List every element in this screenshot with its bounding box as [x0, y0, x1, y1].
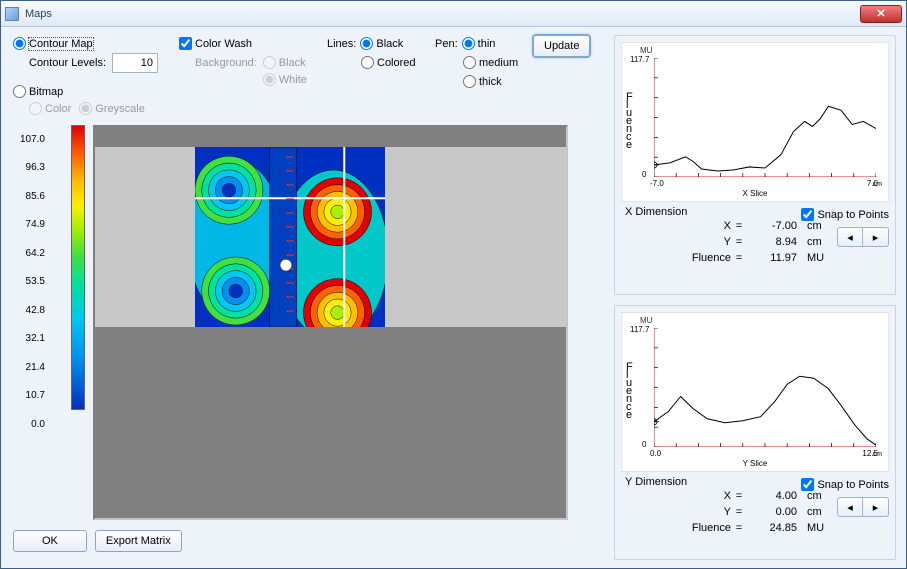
window-title: Maps [25, 8, 860, 20]
pen-thin-radio[interactable] [462, 37, 475, 50]
y-chart-xunit: cm [873, 451, 882, 458]
chevron-right-icon: ▸ [873, 501, 879, 514]
pen-thin-label: thin [478, 38, 496, 50]
x-chart-xmin: -7.0 [650, 179, 664, 188]
lines-black-label: Black [376, 38, 403, 50]
x-chart-title: X Slice [622, 189, 888, 198]
pen-thick-radio[interactable] [463, 75, 476, 88]
update-button[interactable]: Update [533, 35, 590, 57]
bitmap-label: Bitmap [29, 86, 63, 98]
y-chart-mu-label: MU [640, 316, 652, 325]
chevron-left-icon: ◂ [847, 231, 853, 244]
x-slice-panel: MU 117.7 Fluence 0 -7.0 7.0 cm X Slice X… [614, 35, 896, 295]
export-matrix-button[interactable]: Export Matrix [95, 530, 182, 552]
x-slice-svg [654, 58, 876, 177]
legend-tick: 10.7 [13, 390, 45, 401]
x-slice-chart[interactable]: MU 117.7 Fluence 0 -7.0 7.0 cm X Slice [621, 42, 889, 202]
pen-medium-radio[interactable] [463, 56, 476, 69]
legend-tick: 42.8 [13, 305, 45, 316]
x-chart-ymax: 117.7 [630, 55, 649, 64]
chevron-left-icon: ◂ [847, 501, 853, 514]
contour-field-background [95, 147, 566, 327]
y-snap-label: Snap to Points [817, 479, 889, 491]
bg-black-radio [263, 56, 276, 69]
y-snap-checkbox[interactable] [801, 478, 814, 491]
legend-tick: 21.4 [13, 362, 45, 373]
y-slice-chart[interactable]: MU 117.7 Fluence 0 0.0 12.5 cm Y Slice [621, 312, 889, 472]
lines-black-radio[interactable] [360, 37, 373, 50]
color-wash-label: Color Wash [195, 38, 252, 50]
contour-map-frame[interactable] [93, 125, 568, 520]
x-chart-mu-label: MU [640, 46, 652, 55]
x-snap-label: Snap to Points [817, 209, 889, 221]
colorbar [71, 125, 85, 410]
contour-levels-input[interactable] [112, 53, 158, 73]
y-slice-svg [654, 328, 876, 447]
y-slice-panel: MU 117.7 Fluence 0 0.0 12.5 cm Y Slice Y… [614, 305, 896, 560]
bitmap-radio[interactable] [13, 85, 26, 98]
color-wash-checkbox[interactable] [179, 37, 192, 50]
legend-tick: 85.6 [13, 191, 45, 202]
close-icon: ✕ [876, 7, 885, 20]
background-label: Background: [195, 57, 257, 69]
y-chart-ymax: 117.7 [630, 325, 649, 334]
pen-thick-label: thick [479, 76, 502, 88]
pen-medium-label: medium [479, 57, 518, 69]
y-chart-title: Y Slice [622, 459, 888, 468]
contour-map-svg [195, 147, 385, 327]
ok-button[interactable]: OK [13, 530, 87, 552]
pen-label: Pen: [435, 38, 458, 50]
greyscale-radio [79, 102, 92, 115]
x-chart-ylabel: Fluence [626, 93, 633, 149]
legend-tick: 0.0 [13, 419, 45, 430]
legend-tick: 64.2 [13, 248, 45, 259]
x-snap-checkbox[interactable] [801, 208, 814, 221]
y-prev-button[interactable]: ◂ [837, 497, 863, 517]
titlebar[interactable]: Maps ✕ [1, 1, 906, 27]
bitmap-color-label: Color [45, 103, 71, 115]
bg-white-radio [263, 73, 276, 86]
bitmap-greyscale-label: Greyscale [95, 103, 145, 115]
legend-tick: 53.5 [13, 276, 45, 287]
maps-window: Maps ✕ Contour Map Contour Levels: [0, 0, 907, 569]
bg-black-label: Black [279, 57, 306, 69]
lines-colored-label: Colored [377, 57, 416, 69]
legend-tick: 74.9 [13, 219, 45, 230]
color-radio [29, 102, 42, 115]
y-chart-ylabel: Fluence [626, 363, 633, 419]
app-icon [5, 7, 19, 21]
chevron-right-icon: ▸ [873, 231, 879, 244]
x-prev-button[interactable]: ◂ [837, 227, 863, 247]
contour-map-label: Contour Map [29, 38, 93, 50]
x-chart-xunit: cm [873, 181, 882, 188]
contour-map-radio[interactable] [13, 37, 26, 50]
bg-white-label: White [279, 74, 307, 86]
y-next-button[interactable]: ▸ [863, 497, 889, 517]
contour-levels-label: Contour Levels: [29, 57, 106, 69]
legend-tick: 32.1 [13, 333, 45, 344]
close-button[interactable]: ✕ [860, 5, 902, 23]
x-next-button[interactable]: ▸ [863, 227, 889, 247]
legend-tick: 107.0 [13, 134, 45, 145]
y-chart-xmin: 0.0 [650, 449, 661, 458]
lines-colored-radio[interactable] [361, 56, 374, 69]
lines-label: Lines: [327, 38, 356, 50]
color-legend: 107.0 96.3 85.6 74.9 64.2 53.5 42.8 32.1 21.4 10.… [13, 125, 67, 520]
legend-tick: 96.3 [13, 162, 45, 173]
